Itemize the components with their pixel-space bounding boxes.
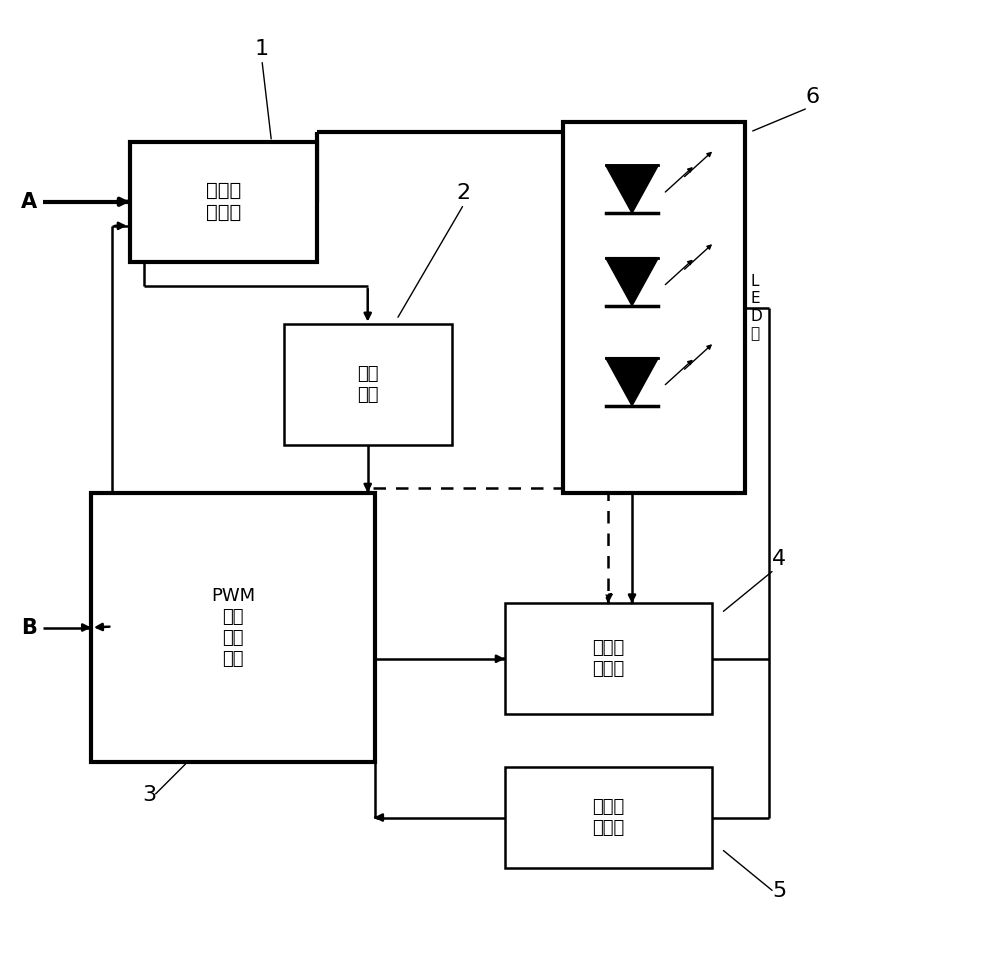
Polygon shape xyxy=(606,357,658,406)
Bar xyxy=(505,767,712,868)
Bar xyxy=(284,324,452,445)
Text: 3: 3 xyxy=(142,785,156,804)
Text: 电流调
节模块: 电流调 节模块 xyxy=(592,639,624,678)
Text: 6: 6 xyxy=(806,87,820,107)
Text: 5: 5 xyxy=(772,881,786,901)
Text: L
E
D
灯: L E D 灯 xyxy=(750,274,762,342)
Text: A: A xyxy=(21,191,37,212)
Text: 4: 4 xyxy=(772,549,786,569)
Text: 保护电
路模块: 保护电 路模块 xyxy=(206,182,241,223)
Text: 故障诊
断模块: 故障诊 断模块 xyxy=(592,798,624,837)
Text: 1: 1 xyxy=(255,39,269,60)
Text: 电源
模块: 电源 模块 xyxy=(357,365,378,404)
Bar xyxy=(563,122,745,493)
Text: PWM
信号
产生
模块: PWM 信号 产生 模块 xyxy=(211,588,255,668)
Text: 2: 2 xyxy=(457,183,471,203)
Bar xyxy=(130,142,317,262)
Bar xyxy=(505,603,712,714)
Polygon shape xyxy=(606,165,658,213)
Bar xyxy=(91,493,375,762)
Text: B: B xyxy=(21,618,37,637)
Polygon shape xyxy=(606,258,658,305)
